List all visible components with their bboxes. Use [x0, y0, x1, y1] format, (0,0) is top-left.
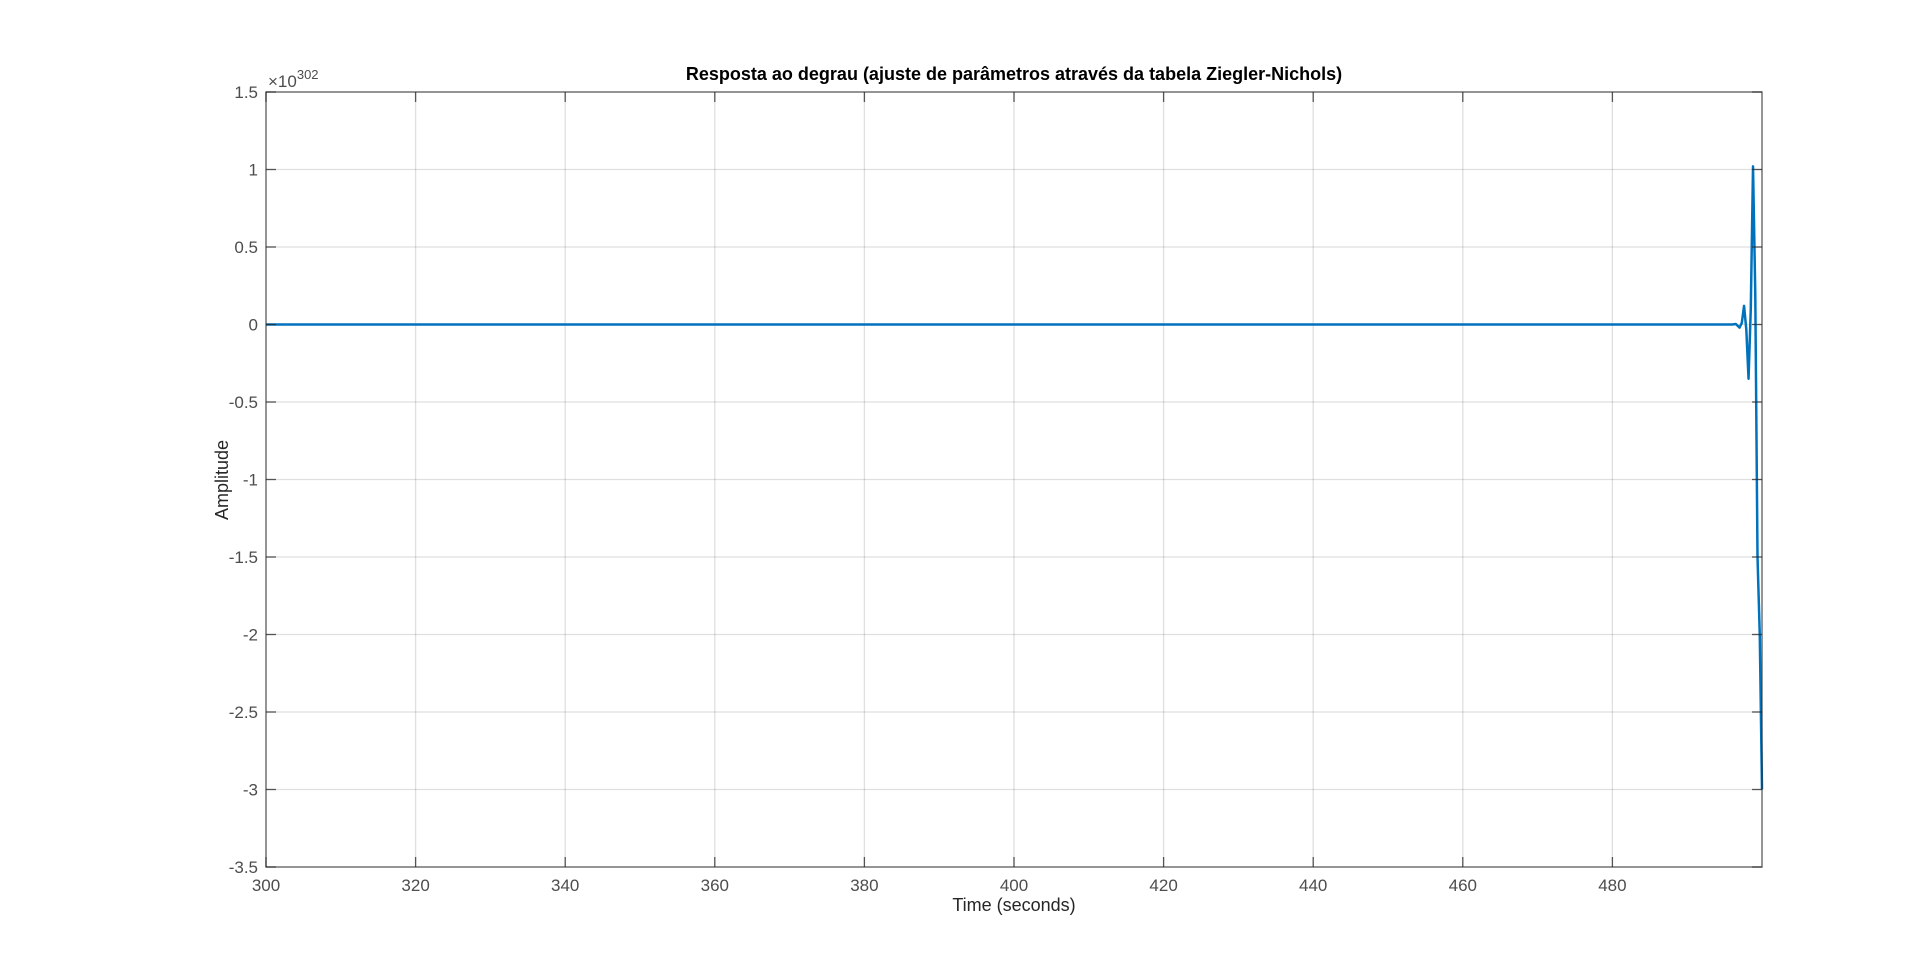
tick-marks [265, 91, 1762, 868]
y-tick-label: -1.5 [229, 548, 258, 567]
x-tick-label: 300 [252, 876, 280, 895]
tick-labels: 300 320 340 360 380 400 420 440 460 480 1.5 1 0.5 0 -0… [229, 83, 1627, 895]
x-tick-label: 420 [1149, 876, 1177, 895]
y-exponent-prefix: ×10 [268, 72, 297, 91]
y-tick-label: -3.5 [229, 858, 258, 877]
x-axis-label: Time (seconds) [952, 895, 1075, 915]
x-tick-label: 380 [850, 876, 878, 895]
y-axis-label: Amplitude [212, 440, 232, 520]
x-tick-label: 340 [551, 876, 579, 895]
x-tick-label: 360 [701, 876, 729, 895]
y-tick-label: 0 [249, 316, 258, 335]
y-tick-label: 1 [249, 161, 258, 180]
y-tick-label: -2 [243, 626, 258, 645]
chart-title: Resposta ao degrau (ajuste de parâmetros… [686, 64, 1342, 84]
plot-area [266, 92, 1762, 867]
y-exponent-power: 302 [297, 67, 319, 82]
x-tick-label: 480 [1598, 876, 1626, 895]
y-tick-label: -1 [243, 471, 258, 490]
y-tick-label: -2.5 [229, 703, 258, 722]
x-tick-label: 400 [1000, 876, 1028, 895]
y-tick-label: 1.5 [234, 83, 258, 102]
x-tick-label: 440 [1299, 876, 1327, 895]
series-layer [266, 165, 1764, 790]
series-line [266, 165, 1764, 790]
x-tick-label: 320 [401, 876, 429, 895]
x-tick-label: 460 [1449, 876, 1477, 895]
y-tick-label: -3 [243, 781, 258, 800]
y-tick-label: -0.5 [229, 393, 258, 412]
y-tick-label: 0.5 [234, 238, 258, 257]
y-exponent-label: ×10302 [268, 67, 319, 91]
